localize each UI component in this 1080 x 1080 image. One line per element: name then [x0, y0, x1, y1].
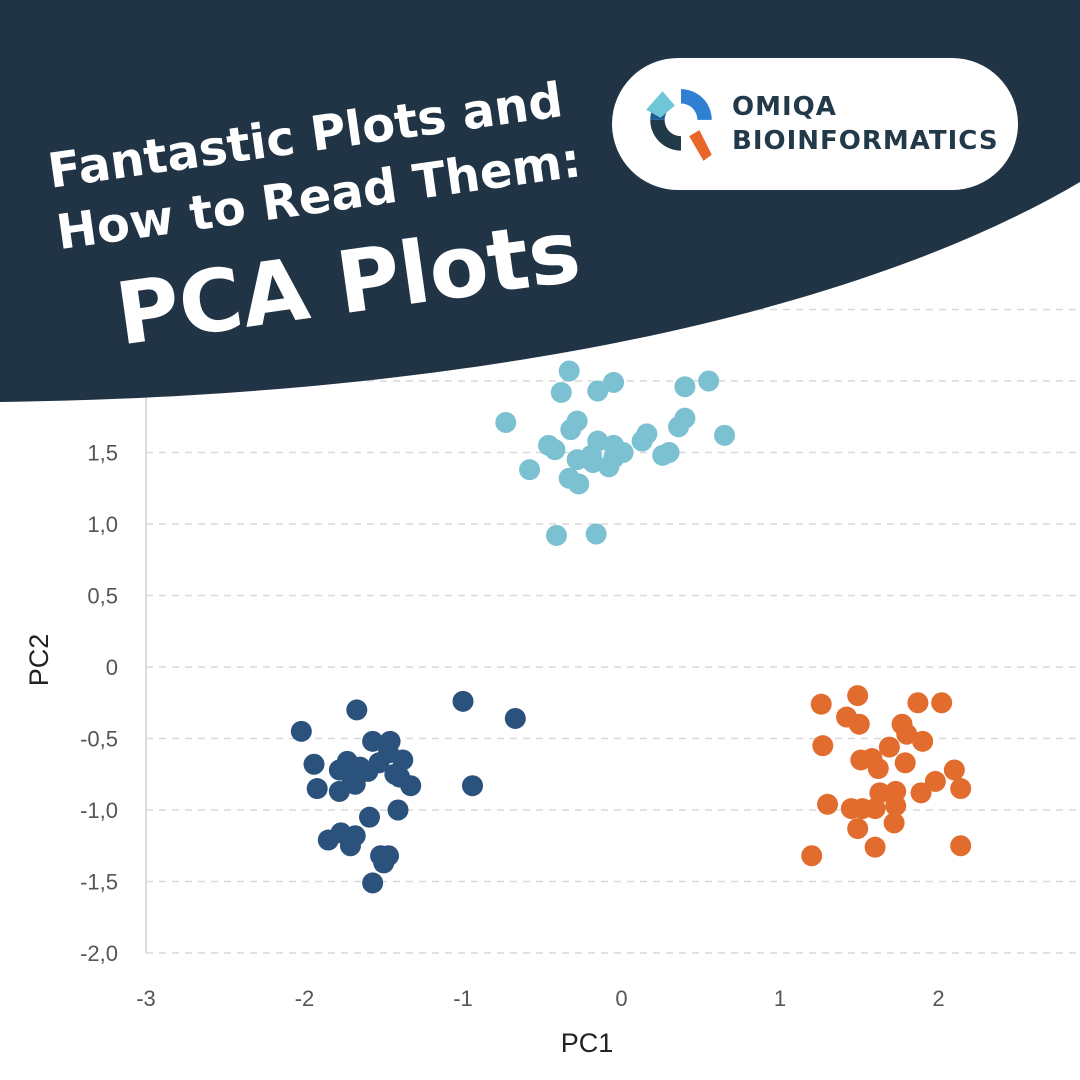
y-tick-label: 1,0 — [87, 512, 118, 537]
data-point-cluster-orange — [931, 692, 953, 714]
data-point-cluster-light-blue — [550, 381, 572, 403]
data-point-cluster-dark-blue — [362, 730, 384, 752]
data-point-cluster-dark-blue — [358, 806, 380, 828]
data-point-cluster-dark-blue — [373, 852, 395, 874]
data-point-cluster-dark-blue — [346, 699, 368, 721]
data-point-cluster-light-blue — [546, 524, 568, 546]
logo-line-2: BIOINFORMATICS — [732, 126, 999, 156]
data-point-cluster-orange — [810, 693, 832, 715]
y-tick-label: 0,5 — [87, 584, 118, 609]
data-point-cluster-orange — [950, 778, 972, 800]
data-point-cluster-orange — [848, 713, 870, 735]
data-point-cluster-dark-blue — [387, 799, 409, 821]
data-point-cluster-light-blue — [585, 523, 607, 545]
logo-line-1: OMIQA — [732, 92, 837, 122]
data-point-cluster-dark-blue — [362, 872, 384, 894]
data-point-cluster-orange — [817, 793, 839, 815]
data-point-cluster-orange — [907, 692, 929, 714]
data-point-cluster-orange — [847, 685, 869, 707]
omiqa-logo: OMIQA BIOINFORMATICS — [612, 58, 1018, 190]
data-point-cluster-dark-blue — [290, 720, 312, 742]
data-point-cluster-dark-blue — [400, 775, 422, 797]
data-point-cluster-orange — [950, 835, 972, 857]
data-point-cluster-orange — [867, 758, 889, 780]
data-point-cluster-light-blue — [544, 439, 566, 461]
data-point-cluster-light-blue — [674, 376, 696, 398]
data-point-cluster-light-blue — [495, 411, 517, 433]
y-tick-label: -1,0 — [80, 798, 118, 823]
data-point-cluster-light-blue — [658, 442, 680, 463]
x-axis-label: PC1 — [561, 1028, 614, 1058]
data-point-cluster-light-blue — [519, 459, 541, 481]
data-point-cluster-orange — [943, 759, 965, 781]
data-point-cluster-dark-blue — [339, 835, 361, 857]
data-point-cluster-light-blue — [582, 452, 604, 474]
data-point-cluster-light-blue — [587, 380, 609, 402]
data-point-cluster-dark-blue — [504, 707, 526, 729]
data-point-cluster-light-blue — [714, 424, 736, 446]
data-point-cluster-orange — [912, 730, 934, 752]
data-point-cluster-light-blue — [560, 419, 582, 441]
y-tick-label: -2,0 — [80, 941, 118, 966]
data-point-cluster-dark-blue — [303, 753, 325, 775]
data-point-cluster-orange — [812, 735, 834, 757]
y-tick-label: -1,5 — [80, 870, 118, 895]
x-tick-label: 2 — [932, 986, 944, 1011]
data-point-cluster-orange — [885, 795, 907, 817]
data-point-cluster-light-blue — [568, 473, 590, 495]
y-tick-labels: 1,5 1,0 0,5 0 -0,5 -1,0 -1,5 -2,0 — [80, 441, 118, 967]
data-point-cluster-light-blue — [698, 370, 720, 392]
grid-lines — [146, 308, 1080, 954]
data-point-cluster-orange — [896, 723, 918, 745]
x-tick-labels: -3 -2 -1 0 1 2 — [136, 986, 944, 1011]
data-point-cluster-orange — [878, 736, 900, 758]
data-point-cluster-orange — [847, 818, 869, 840]
data-point-cluster-dark-blue — [306, 778, 328, 800]
x-tick-label: -3 — [136, 986, 156, 1011]
data-point-cluster-orange — [864, 836, 886, 858]
data-point-cluster-light-blue — [566, 449, 588, 471]
data-point-cluster-dark-blue — [328, 780, 350, 802]
data-point-cluster-orange — [894, 752, 916, 774]
data-point-cluster-light-blue — [598, 456, 620, 478]
data-point-cluster-light-blue — [603, 371, 625, 393]
x-tick-label: -2 — [295, 986, 315, 1011]
y-tick-label: 0 — [106, 655, 118, 680]
data-point-cluster-orange — [910, 782, 932, 804]
y-axis-label: PC2 — [24, 634, 54, 687]
data-point-cluster-orange — [883, 812, 905, 834]
data-points — [290, 360, 972, 894]
y-tick-label: -0,5 — [80, 727, 118, 752]
data-point-cluster-orange — [801, 845, 823, 867]
x-tick-label: 0 — [615, 986, 627, 1011]
data-point-cluster-dark-blue — [317, 829, 339, 851]
x-tick-label: -1 — [453, 986, 473, 1011]
data-point-cluster-dark-blue — [344, 773, 366, 795]
data-point-cluster-light-blue — [668, 416, 690, 438]
data-point-cluster-orange — [924, 770, 946, 792]
y-tick-label: 1,5 — [87, 441, 118, 466]
data-point-cluster-dark-blue — [462, 775, 484, 797]
data-point-cluster-orange — [864, 798, 886, 820]
data-point-cluster-light-blue — [558, 360, 580, 382]
x-tick-label: 1 — [774, 986, 786, 1011]
data-point-cluster-dark-blue — [452, 690, 474, 712]
magnifier-logo-icon — [646, 89, 712, 161]
data-point-cluster-light-blue — [631, 430, 653, 452]
data-point-cluster-dark-blue — [357, 760, 379, 782]
